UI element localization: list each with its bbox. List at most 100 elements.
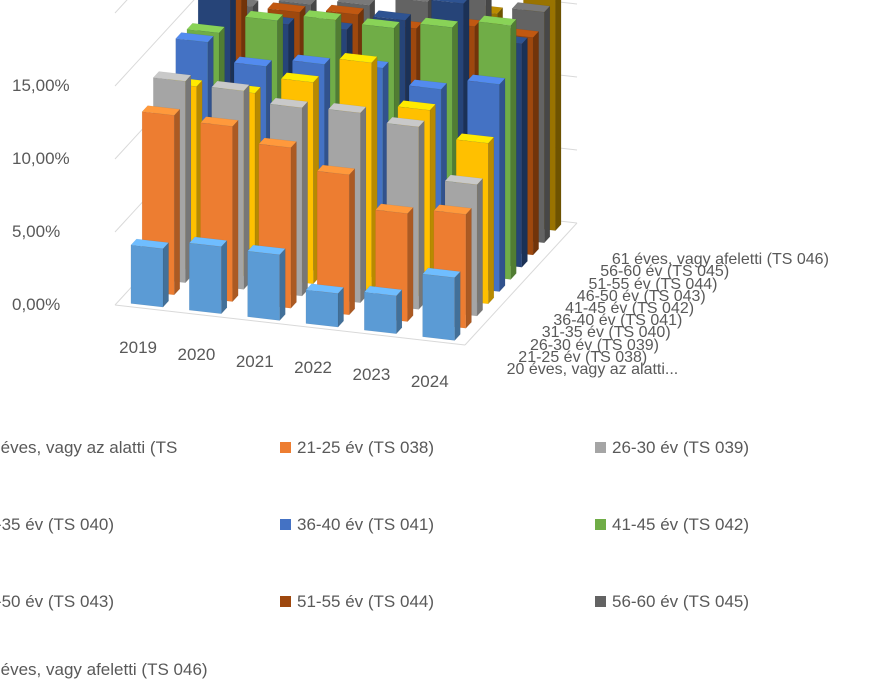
depth-tick-label: 56-60 év (TS 045) xyxy=(600,263,730,281)
bar-top-face xyxy=(511,2,551,13)
bar-top-face xyxy=(130,238,170,249)
bar-side-face xyxy=(465,207,472,329)
bar-front-face xyxy=(247,250,280,321)
legend-item: 26-30 év (TS 039) xyxy=(595,436,749,460)
legend-label: 31-35 év (TS 040) xyxy=(0,515,115,534)
chart-area: 0,00% 5,00% 10,00% 15,00% 2019 2020 2021 2022 2… xyxy=(12,0,829,391)
bar-top-face xyxy=(291,54,331,65)
bar-side-face xyxy=(301,100,308,297)
legend-item: 56-60 év (TS 045) xyxy=(595,590,749,614)
x-tick-label: 2021 xyxy=(235,351,274,371)
bar-top-face xyxy=(325,4,365,15)
legend-item: 61 éves, vagy afeletti (TS 046) xyxy=(0,658,208,682)
depth-tick-label: 21-25 év (TS 038) xyxy=(518,348,648,366)
bar-side-face xyxy=(396,289,403,335)
bar-top-face xyxy=(419,17,459,28)
bar-side-face xyxy=(499,77,506,293)
y-tick-label: 5,00% xyxy=(12,222,61,241)
plot-area xyxy=(114,0,578,346)
bar-top-face xyxy=(336,0,375,6)
bar-top-face xyxy=(433,204,472,215)
bar xyxy=(316,164,356,316)
bar-top-face xyxy=(327,102,367,114)
y-tick-label: 10,00% xyxy=(12,149,70,168)
depth-tick-label: 20 éves, vagy az alatti... xyxy=(506,360,679,378)
bar-top-face xyxy=(244,10,284,21)
bar xyxy=(363,285,403,335)
legend-swatch xyxy=(595,596,606,607)
bar-top-face xyxy=(305,283,345,294)
bar-top-face xyxy=(267,2,306,13)
legend-swatch xyxy=(280,442,291,453)
legend-item: 36-40 év (TS 041) xyxy=(280,513,434,537)
legend-item: 46-50 év (TS 043) xyxy=(0,590,114,614)
bar xyxy=(188,236,228,315)
bar-front-face xyxy=(305,289,339,328)
depth-tick-label: 26-30 év (TS 039) xyxy=(530,336,659,354)
bar-front-face xyxy=(422,273,455,341)
bar-top-face xyxy=(316,164,356,176)
bar-top-face xyxy=(303,9,342,21)
bar-side-face xyxy=(488,136,495,305)
depth-tick-label: 31-35 év (TS 040) xyxy=(541,324,671,342)
bar-side-face xyxy=(532,30,539,256)
legend-label: 61 éves, vagy afeletti (TS 046) xyxy=(0,660,208,679)
bar-top-face xyxy=(374,203,414,214)
bar-top-face xyxy=(280,72,320,83)
bar-top-face xyxy=(141,105,181,116)
bar-side-face xyxy=(510,18,517,281)
depth-tick-label: 61 éves, vagy afeletti (TS 046) xyxy=(611,251,829,269)
x-tick-label: 2019 xyxy=(119,338,157,358)
legend-label: 36-40 év (TS 041) xyxy=(297,515,435,534)
bar-front-face xyxy=(189,242,222,315)
bar-top-face xyxy=(247,244,286,256)
depth-tick-label: 36-40 év (TS 041) xyxy=(553,312,683,330)
bar-top-face xyxy=(466,74,506,85)
floor-edge-right xyxy=(464,222,578,346)
legend-label: 21-25 év (TS 038) xyxy=(297,438,435,457)
legend-item: 21-25 év (TS 038) xyxy=(280,436,434,460)
bar xyxy=(247,244,286,322)
x-tick-label: 2023 xyxy=(352,365,391,384)
bar-side-face xyxy=(454,270,461,342)
x-tick-label: 2022 xyxy=(294,358,332,378)
bar-top-face xyxy=(186,22,226,34)
bar-top-face xyxy=(211,80,250,92)
legend-label: 51-55 év (TS 044) xyxy=(297,592,435,611)
bar-top-face xyxy=(258,137,297,148)
bar-top-face xyxy=(408,79,448,90)
bar-side-face xyxy=(476,177,483,317)
bar xyxy=(130,238,170,308)
depth-tick-label: 51-55 év (TS 044) xyxy=(588,275,718,293)
gridline-side xyxy=(114,0,195,87)
bar-side-face xyxy=(279,248,286,322)
bar-top-face xyxy=(422,267,461,278)
legend-swatch xyxy=(280,596,291,607)
legend: 20 éves, vagy az alatti (TS 037) 21-25 év… xyxy=(0,420,884,680)
legend-item: 31-35 év (TS 040) xyxy=(0,513,114,537)
legend-label: 20 éves, vagy az alatti (TS 037) xyxy=(0,438,178,457)
bar-top-face xyxy=(339,52,378,64)
bar-top-face xyxy=(233,56,273,67)
legend-label: 26-30 év (TS 039) xyxy=(612,438,750,457)
bar-top-face xyxy=(278,0,316,5)
legend-label: 46-50 év (TS 043) xyxy=(0,592,115,611)
bar-top-face xyxy=(430,0,468,4)
bar xyxy=(422,267,461,342)
bar-top-face xyxy=(361,18,401,29)
y-tick-label: 0,00% xyxy=(12,295,61,314)
bar-top-face xyxy=(152,71,192,82)
bar-side-face xyxy=(348,168,356,316)
bar-side-face xyxy=(173,108,181,296)
bar-front-face xyxy=(130,244,164,308)
bar-side-face xyxy=(232,119,239,303)
depth-tick-label: 46-50 év (TS 043) xyxy=(576,287,706,305)
bar-side-face xyxy=(162,241,169,308)
bar-top-face xyxy=(478,15,517,26)
legend-label: 41-45 év (TS 042) xyxy=(612,515,750,534)
legend-swatch xyxy=(595,442,606,453)
bar-top-face xyxy=(175,32,214,43)
bar-side-face xyxy=(407,206,414,323)
bar-top-face xyxy=(188,236,228,247)
bar-top-face xyxy=(386,116,425,128)
